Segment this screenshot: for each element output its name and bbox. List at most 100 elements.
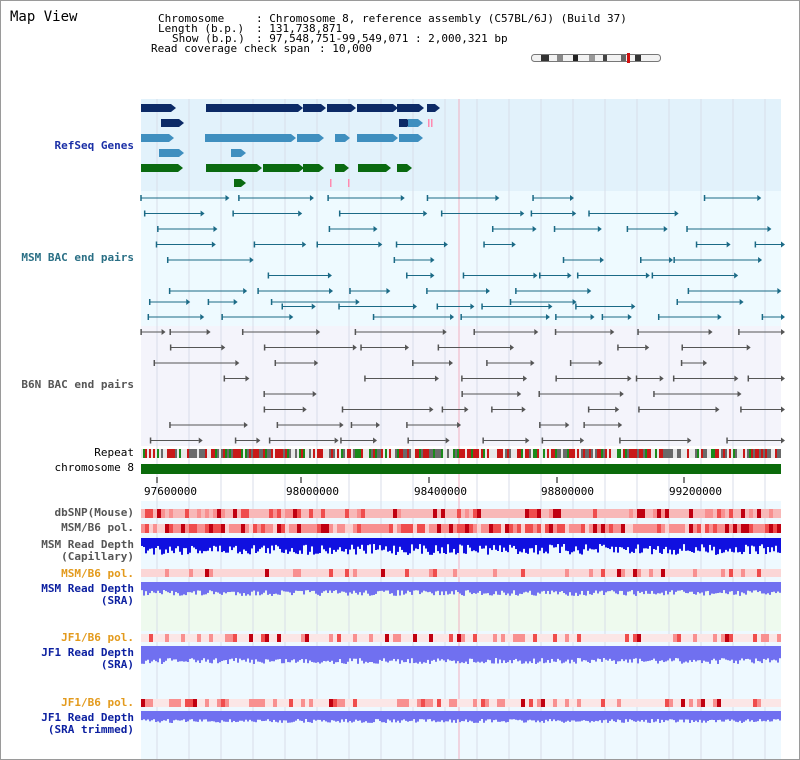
- jf1-pol-heat: [625, 634, 629, 642]
- jf1-depth-bar: [333, 646, 335, 664]
- msm-pol-heat: [689, 524, 693, 533]
- jf1-pol2-heat: [193, 699, 197, 707]
- repeat-block: [729, 449, 731, 458]
- msm-pol2-heat: [525, 569, 529, 577]
- jf1-depth-bar: [329, 646, 331, 662]
- repeat-block: [711, 449, 713, 458]
- jf1-pol-heat: [733, 634, 737, 642]
- gene-arrow: [171, 104, 176, 112]
- b6n-bac-arrow: [302, 406, 307, 413]
- msm-pol-heat: [449, 524, 453, 533]
- msm-pol-heat: [577, 524, 581, 533]
- jf1-trim-bar: [573, 711, 575, 721]
- jf1-depth-bar: [421, 646, 423, 664]
- msm-pol-heat: [257, 524, 261, 533]
- repeat-block: [623, 449, 625, 458]
- msm-pol2-heat: [465, 569, 469, 577]
- repeat-block: [569, 449, 571, 458]
- jf1-depth-bar: [387, 646, 389, 663]
- msm-pol2-heat: [441, 569, 445, 577]
- gene-feature: [263, 164, 299, 172]
- msm-depth-sra-bar: [743, 582, 745, 594]
- axis-tick-label: 97600000: [144, 485, 197, 498]
- msm-pol2-heat: [697, 569, 701, 577]
- msm-depth-sra-bar: [733, 582, 735, 595]
- jf1-pol2-heat: [265, 699, 269, 707]
- jf1-pol-heat: [389, 634, 393, 642]
- dbsnp-heat: [309, 509, 313, 518]
- jf1-trim-bar: [447, 711, 449, 722]
- repeat-block: [633, 449, 635, 458]
- repeat-block: [165, 449, 167, 458]
- jf1-depth-bar: [165, 646, 167, 661]
- jf1-pol-heat: [349, 634, 353, 642]
- repeat-block: [523, 449, 525, 458]
- msm-depth-cap-bar: [161, 538, 163, 555]
- gene-feature: [399, 119, 407, 127]
- jf1-trim-bar: [155, 711, 157, 723]
- msm-depth-sra-bar: [233, 582, 235, 592]
- repeat-label: Repeat: [94, 446, 134, 459]
- dbsnp-heat: [677, 509, 681, 518]
- jf1-depth-bar: [615, 646, 617, 664]
- repeat-block: [413, 449, 415, 458]
- dbsnp-heat: [413, 509, 417, 518]
- gene-arrow: [419, 104, 424, 112]
- jf1-trim-bar: [763, 711, 765, 721]
- jf1-pol2-heat: [485, 699, 489, 707]
- msm-depth-cap-bar: [433, 538, 435, 553]
- jf1-depth-bar: [525, 646, 527, 662]
- repeat-block: [555, 449, 557, 458]
- jf1-pol-heat: [241, 634, 245, 642]
- b6n-bac-arrow: [746, 344, 751, 351]
- dbsnp-heat: [705, 509, 709, 518]
- repeat-block: [763, 449, 765, 458]
- msm-pol2-heat: [669, 569, 673, 577]
- dbsnp-heat: [189, 509, 193, 518]
- dbsnp-heat: [357, 509, 361, 518]
- jf1-pol-heat: [509, 634, 513, 642]
- msm-pol2-heat: [673, 569, 677, 577]
- msm-pol-heat: [701, 524, 705, 533]
- jf1-pol-heat: [769, 634, 773, 642]
- jf1-depth-bar: [327, 646, 329, 661]
- gene-tick: [330, 179, 332, 187]
- msm-depth-sra-bar: [611, 582, 613, 591]
- jf1-depth-bar: [413, 646, 415, 664]
- msm-depth-cap-bar: [699, 538, 701, 552]
- jf1-trim-bar: [177, 711, 179, 721]
- dbsnp-heat: [513, 509, 517, 518]
- msm-depth-cap-bar: [223, 538, 225, 552]
- jf1-depth-bar: [203, 646, 205, 659]
- msm-depth-sra-bar: [277, 582, 279, 595]
- jf1-pol-heat: [205, 634, 209, 642]
- msm-depth-sra-bar: [665, 582, 667, 591]
- jf1-depth-bar: [649, 646, 651, 661]
- chromosome-ideogram[interactable]: [531, 53, 661, 63]
- jf1-pol-heat: [669, 634, 673, 642]
- jf1-depth-bar: [567, 646, 569, 660]
- gene-feature: [161, 119, 179, 127]
- jf1-depth-bar: [593, 646, 595, 661]
- msm-pol-heat: [401, 524, 405, 533]
- repeat-block: [153, 449, 155, 458]
- jf1-pol2-heat: [753, 699, 757, 707]
- jf1-pol-heat: [229, 634, 233, 642]
- jf1-trim-bar: [415, 711, 417, 723]
- msm-bac-arrow: [289, 314, 294, 320]
- dbsnp-heat: [305, 509, 309, 518]
- repeat-block: [177, 449, 179, 458]
- msm-depth-sra-bar: [457, 582, 459, 592]
- jf1-trim-bar: [467, 711, 469, 723]
- repeat-block: [519, 449, 521, 458]
- jf1-trim-bar: [747, 711, 749, 720]
- msm-depth-cap-bar: [359, 538, 361, 549]
- msm-pol-heat: [501, 524, 505, 533]
- repeat-block: [609, 449, 611, 458]
- msm-bac-arrow: [298, 210, 303, 217]
- msm-depth-cap-bar: [749, 538, 751, 554]
- msm-pol2-heat: [537, 569, 541, 577]
- msm-depth-cap-bar: [641, 538, 643, 553]
- jf1-pol-heat: [345, 634, 349, 642]
